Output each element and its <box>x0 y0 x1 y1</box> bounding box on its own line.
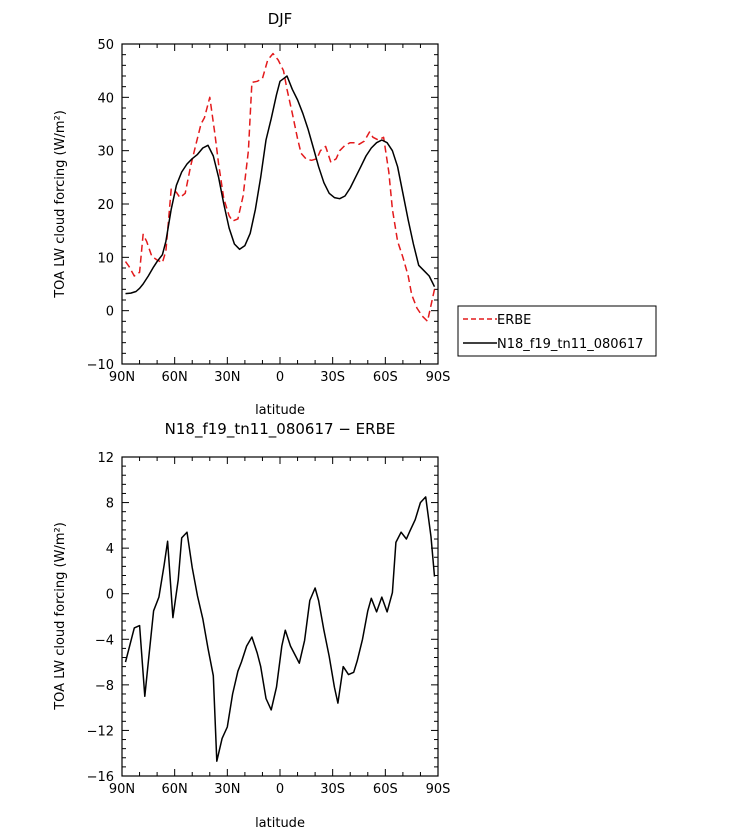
series-line-model <box>125 75 436 295</box>
x-tick-label: 0 <box>276 782 284 797</box>
y-tick-label: 30 <box>97 145 114 160</box>
legend-model-label: N18_f19_tn11_080617 <box>497 337 643 352</box>
y-tick-label: 0 <box>106 588 114 603</box>
x-tick-label: 0 <box>276 370 284 385</box>
y-tick-label: 10 <box>97 251 114 266</box>
x-tick-label: 30N <box>214 370 240 385</box>
y-tick-label: −12 <box>87 724 114 739</box>
top-panel: DJF 90N 60N 30N 0 30S 60S 90S −10 0 10 20 30 40 50 la… <box>53 10 450 418</box>
x-tick-label: 60S <box>373 370 398 385</box>
y-tick-label: −4 <box>95 633 114 648</box>
bottom-chart-title: N18_f19_tn11_080617 − ERBE <box>165 420 396 439</box>
y-tick-label: 12 <box>97 451 114 466</box>
bottom-panel: N18_f19_tn11_080617 − ERBE 90N 60N 30N 0 30S… <box>53 420 450 831</box>
bottom-y-axis-label: TOA LW cloud forcing (W/m²) <box>53 522 68 711</box>
y-tick-label: 0 <box>106 305 114 320</box>
top-y-axis-label: TOA LW cloud forcing (W/m²) <box>53 110 68 299</box>
series-line-difference <box>124 496 436 762</box>
legend: ERBE N18_f19_tn11_080617 <box>457 305 657 357</box>
y-tick-label: −8 <box>95 679 114 694</box>
y-tick-label: 20 <box>97 198 114 213</box>
y-tick-label: 50 <box>97 38 114 53</box>
x-tick-label: 60S <box>373 782 398 797</box>
x-tick-label: 60N <box>162 782 188 797</box>
x-tick-label: 90S <box>426 370 451 385</box>
x-tick-label: 90N <box>109 370 135 385</box>
y-tick-label: 8 <box>106 497 114 512</box>
x-tick-label: 90S <box>426 782 451 797</box>
bottom-x-axis-label: latitude <box>255 816 305 831</box>
y-tick-label: −16 <box>87 770 114 785</box>
x-tick-label: 30S <box>320 782 345 797</box>
top-x-axis-label: latitude <box>255 403 305 418</box>
top-chart-title: DJF <box>268 10 293 28</box>
y-tick-label: 4 <box>106 542 114 557</box>
x-tick-label: 30S <box>320 370 345 385</box>
legend-erbe-label: ERBE <box>497 313 531 328</box>
y-tick-label: −10 <box>87 358 114 373</box>
top-plot-area: 90N 60N 30N 0 30S 60S 90S −10 0 10 20 30 40 50 <box>87 38 451 385</box>
plot-frame <box>121 456 439 777</box>
legend-box <box>457 305 657 357</box>
x-tick-label: 60N <box>162 370 188 385</box>
series-line-erbe <box>124 52 436 323</box>
x-tick-label: 30N <box>214 782 240 797</box>
bottom-plot-area: 90N 60N 30N 0 30S 60S 90S −16 −12 −8 −4 0 4 8 12 <box>87 451 451 797</box>
y-tick-label: 40 <box>97 91 114 106</box>
x-tick-label: 90N <box>109 782 135 797</box>
